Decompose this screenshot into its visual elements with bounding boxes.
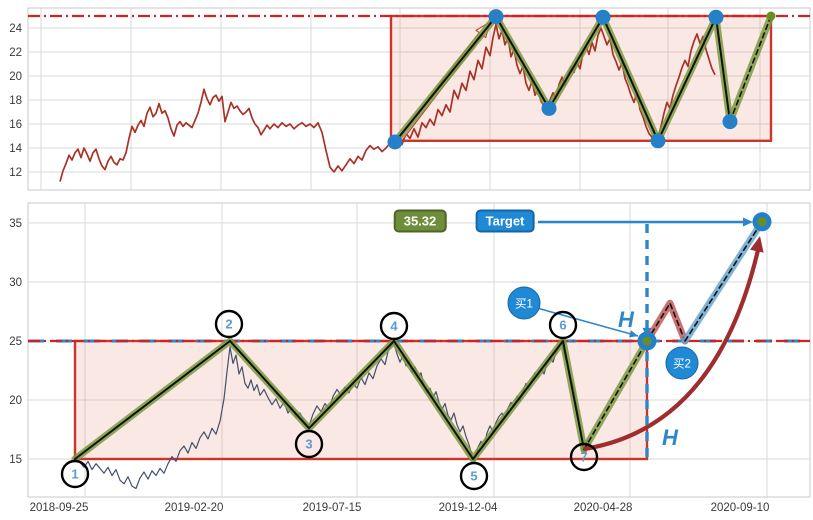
projected-leg-core xyxy=(583,340,648,451)
buy1-arrowhead xyxy=(629,330,638,338)
y-tick-label: 35 xyxy=(9,218,22,230)
y-tick-label: 15 xyxy=(9,454,22,466)
pivot-number-circle xyxy=(569,442,599,472)
h-upper-label: H xyxy=(618,307,634,332)
pivot-number: 7 xyxy=(580,450,587,465)
y-tick-label: 22 xyxy=(9,47,22,59)
pivot-dot xyxy=(595,9,611,25)
h-lower-label: H xyxy=(662,425,678,450)
breakout-marker-core xyxy=(642,336,652,346)
target-price-badge: 35.32 xyxy=(393,209,447,233)
pivot-number-circle xyxy=(379,311,409,341)
measured-move-curve xyxy=(583,249,761,452)
plot-border xyxy=(27,202,811,498)
zigzag-core xyxy=(74,340,585,460)
buy1-marker: 买1 xyxy=(507,286,541,320)
buy1-arrow-line xyxy=(536,307,639,337)
pivot-number: 5 xyxy=(470,469,477,484)
y-tick-label: 18 xyxy=(9,95,22,107)
pivot-number: 6 xyxy=(559,318,566,333)
pivot-number-circle xyxy=(459,461,489,491)
x-tick-label: 2019-02-20 xyxy=(165,502,224,514)
y-tick-label: 25 xyxy=(9,336,22,348)
y-tick-label: 14 xyxy=(9,143,22,155)
y-tick-label: 24 xyxy=(9,23,22,35)
buy2-marker: 买2 xyxy=(665,346,699,380)
projected-leg-core xyxy=(729,15,772,123)
y-tick-label: 30 xyxy=(9,277,22,289)
pivot-number: 2 xyxy=(225,317,232,332)
pivot-number: 4 xyxy=(390,319,398,334)
y-tick-label: 12 xyxy=(9,167,22,179)
pattern-box xyxy=(73,339,649,461)
target-badge: Target xyxy=(475,209,535,233)
y-tick-label: 20 xyxy=(9,71,22,83)
target-marker-core xyxy=(757,217,767,227)
pivot-dot xyxy=(708,9,724,25)
pivot-number-circle xyxy=(214,309,244,339)
x-tick-label: 2019-07-15 xyxy=(303,502,362,514)
rally-to-target-core xyxy=(684,221,763,342)
breakout-dot xyxy=(766,11,776,21)
x-tick-label: 2020-04-28 xyxy=(574,502,633,514)
pivot-dot xyxy=(650,133,666,149)
breakout-retest-core xyxy=(646,302,686,342)
pivot-number: 3 xyxy=(305,437,312,452)
x-tick-label: 2019-12-04 xyxy=(439,502,498,514)
pivot-number-circle xyxy=(294,429,324,459)
pivot-number-circle xyxy=(548,310,578,340)
plot-border xyxy=(27,7,811,191)
x-tick-label: 2020-09-10 xyxy=(711,502,770,514)
pivot-number-circle xyxy=(60,459,90,489)
y-tick-label: 16 xyxy=(9,119,22,131)
target-arrowhead xyxy=(743,217,753,227)
curve-arrowhead xyxy=(750,236,764,253)
pivot-dot xyxy=(387,134,403,150)
y-tick-label: 20 xyxy=(9,395,22,407)
x-tick-label: 2018-09-25 xyxy=(30,502,89,514)
pivot-dot xyxy=(488,9,504,25)
pivot-number: 1 xyxy=(71,467,78,482)
pivot-dot xyxy=(541,100,557,116)
pivot-dot xyxy=(722,114,738,130)
